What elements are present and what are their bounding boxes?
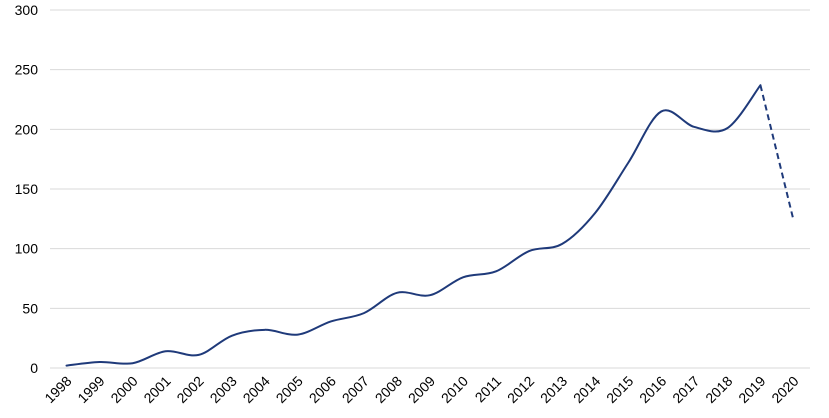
data-point: [230, 334, 234, 338]
x-tick-label: 2003: [207, 373, 240, 406]
gridlines: [50, 9, 810, 369]
series-group: [65, 83, 795, 368]
x-tick-label: 2001: [140, 373, 173, 406]
x-tick-label: 2015: [603, 373, 636, 406]
data-point: [197, 353, 201, 357]
y-tick-label: 100: [15, 241, 39, 257]
data-point: [659, 109, 663, 113]
data-point: [626, 161, 630, 165]
data-point: [263, 328, 267, 332]
x-tick-label: 2012: [504, 373, 537, 406]
data-point: [395, 291, 399, 295]
x-tick-label: 2013: [537, 373, 570, 406]
y-axis-ticks: 0 50 100 150 200 250 300: [15, 2, 39, 376]
x-axis-ticks: 1998 1999 2000 2001 2002 2003 2004 2005 2006 2007…: [41, 373, 801, 406]
data-point: [131, 361, 135, 365]
y-tick-label: 50: [22, 300, 38, 316]
x-tick-label: 2007: [339, 373, 372, 406]
y-tick-label: 0: [30, 360, 38, 376]
x-tick-label: 2019: [735, 373, 768, 406]
data-point: [527, 249, 531, 253]
data-point: [593, 211, 597, 215]
x-tick-label: 1999: [74, 373, 107, 406]
data-point: [329, 319, 333, 323]
x-tick-label: 2014: [570, 373, 603, 406]
y-tick-label: 150: [15, 181, 39, 197]
x-tick-label: 2011: [472, 373, 505, 406]
x-tick-label: 2016: [636, 373, 669, 406]
data-point: [461, 275, 465, 279]
x-tick-label: 1998: [41, 373, 74, 406]
x-tick-label: 2005: [273, 373, 306, 406]
x-tick-label: 2010: [438, 373, 471, 406]
y-tick-label: 300: [15, 2, 39, 18]
x-tick-label: 2008: [372, 373, 405, 406]
x-tick-label: 2018: [702, 373, 735, 406]
series-line-solid: [65, 84, 762, 367]
x-tick-label: 2006: [306, 373, 339, 406]
x-tick-label: 2009: [405, 373, 438, 406]
data-point: [791, 218, 795, 222]
x-tick-label: 2000: [107, 373, 140, 406]
x-tick-label: 2020: [768, 373, 801, 406]
x-tick-label: 2004: [240, 373, 273, 406]
data-point: [725, 126, 729, 130]
data-point: [560, 242, 564, 246]
x-tick-label: 2002: [173, 373, 206, 406]
data-point: [758, 83, 762, 87]
data-point: [98, 360, 102, 364]
data-point: [362, 311, 366, 315]
x-tick-label: 2017: [669, 373, 702, 406]
y-tick-label: 200: [15, 121, 39, 137]
data-point: [296, 333, 300, 337]
data-point: [65, 364, 69, 368]
series-line-dashed-projection: [759, 84, 795, 221]
y-tick-label: 250: [15, 62, 39, 78]
data-point: [428, 293, 432, 297]
data-point: [692, 125, 696, 129]
data-point: [494, 269, 498, 273]
data-point: [164, 349, 168, 353]
